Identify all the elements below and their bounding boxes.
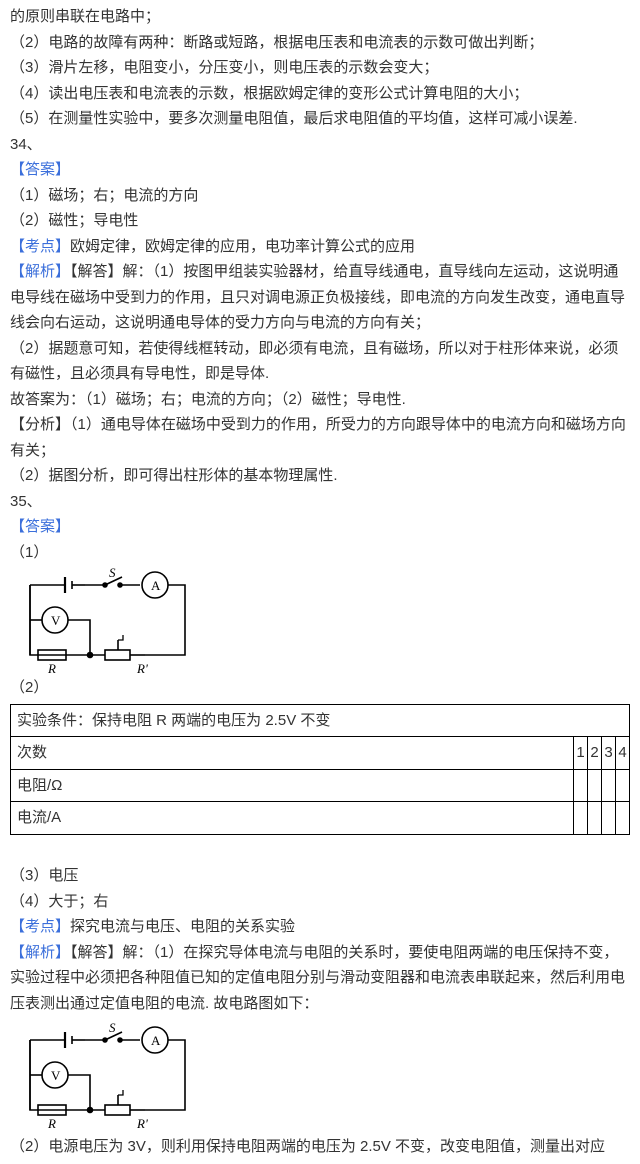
answer-item: （2） [10, 675, 630, 701]
table-cell [616, 802, 630, 835]
table-condition: 实验条件：保持电阻 R 两端的电压为 2.5V 不变 [11, 704, 630, 737]
table-cell: 1 [574, 737, 588, 770]
kaodian-label: 【考点】 [10, 918, 70, 935]
table-row-label: 电阻/Ω [11, 769, 574, 802]
table-row-label: 电流/A [11, 802, 574, 835]
svg-text:R': R' [136, 661, 148, 675]
answer-item: （3）电压 [10, 863, 630, 889]
table-cell [574, 802, 588, 835]
table-cell [616, 769, 630, 802]
table-cell: 3 [602, 737, 616, 770]
svg-text:V: V [51, 613, 61, 628]
svg-text:R': R' [136, 1116, 148, 1130]
table-cell [588, 769, 602, 802]
jiexi-text: 故答案为：（1）磁场；右；电流的方向；（2）磁性；导电性. [10, 387, 630, 413]
table-cell [574, 769, 588, 802]
circuit-diagram: S A V R R' [10, 565, 630, 675]
svg-text:A: A [151, 578, 161, 593]
jiexi: 【解析】【解答】解：（1）按图甲组装实验器材，给直导线通电，直导线向左运动，这说… [10, 259, 630, 336]
jiexi-text: （2）据题意可知，若使得线框转动，即必须有电流，且有磁场，所以对于柱形体来说，必… [10, 336, 630, 387]
svg-text:R: R [47, 661, 56, 675]
table-cell [602, 769, 616, 802]
jiexi-label: 【解析】 [10, 263, 70, 280]
table-header: 次数 [11, 737, 574, 770]
paragraph: （5）在测量性实验中，要多次测量电阻值，最后求电阻值的平均值，这样可减小误差. [10, 106, 630, 132]
answer-item: （4）大于；右 [10, 889, 630, 915]
question-number: 35、 [10, 489, 630, 515]
paragraph: 的原则串联在电路中； [10, 4, 630, 30]
kaodian-label: 【考点】 [10, 238, 70, 255]
answer-item: （1）磁场；右；电流的方向 [10, 183, 630, 209]
svg-text:S: S [109, 565, 116, 580]
jiexi-label: 【解析】 [10, 944, 70, 961]
table-cell [588, 802, 602, 835]
kaodian-text: 欧姆定律，欧姆定律的应用，电功率计算公式的应用 [70, 238, 415, 255]
fenxi-text: （2）据图分析，即可得出柱形体的基本物理属性. [10, 463, 630, 489]
fenxi-text: 【分析】（1）通电导体在磁场中受到力的作用，所受力的方向跟导体中的电流方向和磁场… [10, 412, 630, 463]
svg-text:S: S [109, 1020, 116, 1035]
paragraph: （2）电路的故障有两种：断路或短路，根据电压表和电流表的示数可做出判断； [10, 30, 630, 56]
paragraph: （4）读出电压表和电流表的示数，根据欧姆定律的变形公式计算电阻的大小； [10, 81, 630, 107]
jiexi-text: 【解答】解：（1）在探究导体电流与电阻的关系时，要使电阻两端的电压保持不变，实验… [10, 944, 625, 1012]
jiexi-text: （2）电源电压为 3V，则利用保持电阻两端的电压为 2.5V 不变，改变电阻值，… [10, 1134, 630, 1160]
kaodian: 【考点】探究电流与电压、电阻的关系实验 [10, 914, 630, 940]
table-cell: 4 [616, 737, 630, 770]
table-cell [602, 802, 616, 835]
circuit-diagram: S A V R R' [10, 1020, 630, 1130]
kaodian: 【考点】欧姆定律，欧姆定律的应用，电功率计算公式的应用 [10, 234, 630, 260]
question-number: 34、 [10, 132, 630, 158]
answer-label: 【答案】 [10, 157, 630, 183]
jiexi-text: 【解答】解：（1）按图甲组装实验器材，给直导线通电，直导线向左运动，这说明通电导… [10, 263, 625, 331]
answer-item: （2）磁性；导电性 [10, 208, 630, 234]
answer-label: 【答案】 [10, 514, 630, 540]
data-table: 实验条件：保持电阻 R 两端的电压为 2.5V 不变 次数 1 2 3 4 电阻… [10, 704, 630, 835]
svg-text:R: R [47, 1116, 56, 1130]
jiexi: 【解析】【解答】解：（1）在探究导体电流与电阻的关系时，要使电阻两端的电压保持不… [10, 940, 630, 1017]
svg-text:A: A [151, 1033, 161, 1048]
svg-text:V: V [51, 1068, 61, 1083]
kaodian-text: 探究电流与电压、电阻的关系实验 [70, 918, 295, 935]
paragraph: （3）滑片左移，电阻变小，分压变小，则电压表的示数会变大； [10, 55, 630, 81]
table-cell: 2 [588, 737, 602, 770]
answer-item-prefix: （1） [10, 540, 48, 566]
